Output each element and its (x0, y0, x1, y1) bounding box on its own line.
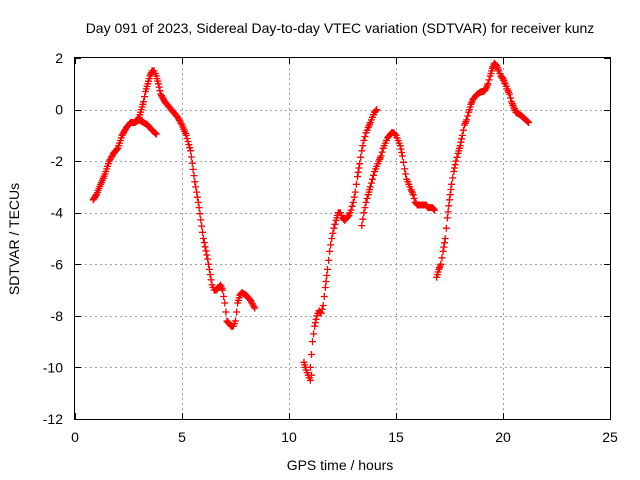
x-tick-label: 15 (388, 429, 404, 445)
y-tick-label: -2 (51, 153, 64, 169)
y-tick-label: 0 (55, 102, 63, 118)
plus-markers (131, 67, 259, 330)
series-arc3 (300, 358, 315, 384)
series-arc4 (306, 106, 381, 371)
series-arc2 (131, 67, 259, 330)
grid-lines (75, 58, 610, 419)
y-tick-label: -12 (43, 411, 63, 427)
y-tick-labels: -12 -10 -8 -6 -4 -2 0 2 (43, 50, 63, 427)
x-tick-label: 5 (178, 429, 186, 445)
series-arc1 (89, 116, 160, 204)
series-arc6 (433, 59, 533, 281)
data-points (89, 59, 533, 384)
y-tick-label: 2 (55, 50, 63, 66)
plus-markers (89, 116, 160, 204)
y-tick-label: -10 (43, 359, 63, 375)
x-tick-label: 10 (281, 429, 297, 445)
x-tick-label: 25 (602, 429, 618, 445)
series-arc5 (358, 129, 438, 230)
y-tick-label: -4 (51, 205, 64, 221)
plot-frame (74, 57, 611, 420)
plus-markers (358, 129, 438, 230)
x-axis-label: GPS time / hours (287, 457, 394, 473)
y-tick-label: -6 (51, 256, 64, 272)
y-tick-label: -8 (51, 308, 64, 324)
plus-markers (306, 106, 381, 371)
x-tick-label: 0 (71, 429, 79, 445)
x-tick-label: 20 (495, 429, 511, 445)
x-tick-labels: 0 5 10 15 20 25 (71, 429, 618, 445)
plus-markers (300, 358, 315, 384)
axis-ticks (75, 58, 611, 420)
chart-title: Day 091 of 2023, Sidereal Day-to-day VTE… (86, 20, 595, 36)
plus-markers (433, 59, 533, 281)
y-axis-label: SDTVAR / TECUs (6, 183, 22, 295)
